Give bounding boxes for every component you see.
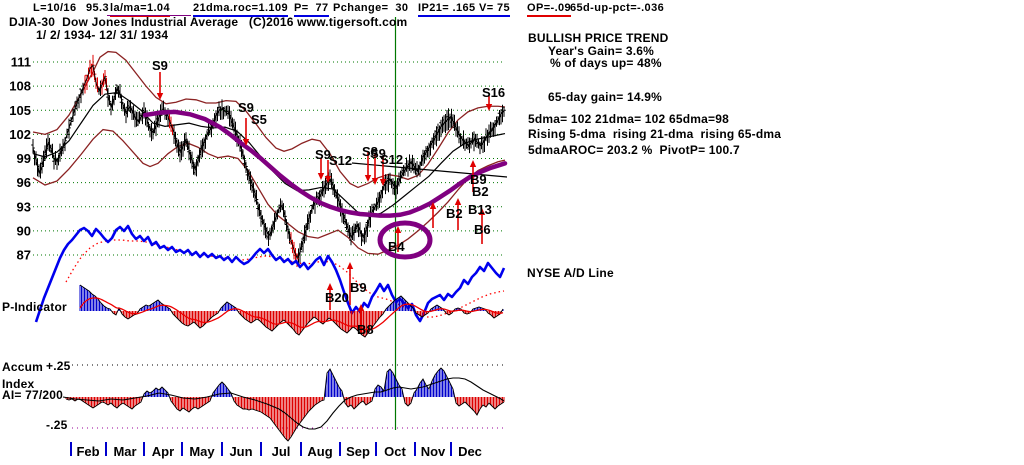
trend-line xyxy=(351,162,508,178)
month-label: Mar xyxy=(113,444,136,459)
signal-label: S12 xyxy=(380,152,403,167)
indicator-value: IP21= .165 V= 75 xyxy=(418,2,511,17)
minus25-label: -.25 xyxy=(46,418,68,432)
underline-accent xyxy=(107,15,191,16)
ai-ratio-label: AI= 77/200 xyxy=(2,388,64,402)
indicator-value: la/ma=1.04 xyxy=(110,2,170,17)
month-label: Oct xyxy=(384,444,406,459)
month-label: May xyxy=(189,444,215,459)
signal-label: B13 xyxy=(468,202,492,217)
nyse-ad-line xyxy=(34,224,506,323)
signal-label: S9 xyxy=(315,147,331,162)
analysis-text-line: Year's Gain= 3.6% xyxy=(548,44,654,58)
indicator-value: L=10/16 xyxy=(33,2,77,14)
ma5-line xyxy=(32,64,505,260)
month-label: Aug xyxy=(307,444,332,459)
p-indicator-ma-line xyxy=(79,297,504,331)
y-axis-label: 87 xyxy=(17,248,31,263)
month-label: Jun xyxy=(229,444,252,459)
indicator-value: P= 77 xyxy=(294,2,329,17)
chart-title: DJIA-30 Dow Jones Industrial Average (C)… xyxy=(9,15,408,29)
indicator-value: OP=-.09 xyxy=(527,2,572,17)
p-indicator-histogram xyxy=(79,284,504,338)
y-axis-label: 111 xyxy=(11,55,31,70)
month-label: Sep xyxy=(346,444,370,459)
y-axis-label: 90 xyxy=(17,223,31,238)
month-label: Feb xyxy=(76,444,99,459)
signal-label: B8 xyxy=(357,322,374,337)
ohlc-bars xyxy=(31,54,506,267)
signal-label: S8 xyxy=(362,144,378,159)
indicator-header-line: L=10/16 95.3 la/ma=1.04 21dma.roc=1.109 P= 7… xyxy=(0,0,1024,17)
plus25-label: +.25 xyxy=(46,359,71,373)
signal-label: S9 xyxy=(152,58,168,73)
signal-label: S5 xyxy=(251,112,267,127)
accum-smoothing-line xyxy=(62,377,505,430)
analysis-text-line: 5dma= 102 21dma= 102 65dma=98 xyxy=(528,112,729,126)
month-label: Nov xyxy=(421,444,446,459)
y-axis-label: 93 xyxy=(17,199,31,214)
analysis-text-line: 65-day gain= 14.9% xyxy=(548,90,662,104)
ad-ma-dotted-line xyxy=(65,239,505,318)
analysis-text-line: % of days up= 48% xyxy=(550,56,662,70)
y-axis-label: 108 xyxy=(9,79,31,94)
p-indicator-label: P-Indicator xyxy=(2,300,67,314)
ma65-line xyxy=(142,109,508,218)
analysis-text-line: BULLISH PRICE TREND xyxy=(528,31,669,45)
price-y-axis: 111 108 105 102 99 96 93 90 87 xyxy=(9,55,31,263)
y-axis-label: 96 xyxy=(17,175,31,190)
accum-reference-lines xyxy=(72,364,505,429)
signal-label: B2 xyxy=(472,184,489,199)
signal-label: S9 xyxy=(370,146,386,161)
accum-label: Accum xyxy=(2,360,44,374)
month-label: Jul xyxy=(272,444,291,459)
accum-index-histogram xyxy=(62,367,505,442)
nyse-ad-line-label: NYSE A/D Line xyxy=(527,266,614,280)
signal-label: S16 xyxy=(482,85,505,100)
signal-label: S9 xyxy=(238,100,254,115)
analysis-text-line: Rising 5-dma rising 21-dma rising 65-dma xyxy=(528,127,782,141)
signal-label: B9 xyxy=(470,172,487,187)
price-bands xyxy=(32,50,508,255)
y-axis-label: 105 xyxy=(9,103,31,118)
month-label: Dec xyxy=(458,444,482,459)
indicator-value: Pchange= 30 xyxy=(333,2,409,14)
highlight-circle xyxy=(377,220,433,260)
signal-label: B2 xyxy=(446,206,463,221)
signal-label: B6 xyxy=(474,222,491,237)
signal-label: B4 xyxy=(388,239,405,254)
indicator-value: 65d-up-pct=-.036 xyxy=(570,2,665,14)
analysis-text-line: 5dmaAROC= 203.2 % PivotP= 100.7 xyxy=(528,143,740,157)
signal-label: B9 xyxy=(350,280,367,295)
signal-label: S12 xyxy=(329,153,352,168)
month-axis: Feb Mar Apr May Jun Jul Aug Sep Oct Nov Dec xyxy=(70,442,482,459)
indicator-value: 95.3 xyxy=(86,2,110,14)
date-range: 1/ 2/ 1934- 12/ 31/ 1934 xyxy=(36,28,169,42)
index-label: Index xyxy=(2,377,35,391)
indicator-value: 21dma.roc=1.109 xyxy=(193,2,288,17)
ad-line xyxy=(34,224,506,323)
y-axis-label: 99 xyxy=(17,151,31,166)
signal-label: B20 xyxy=(325,290,349,305)
month-label: Apr xyxy=(152,444,174,459)
y-axis-label: 102 xyxy=(9,127,31,142)
